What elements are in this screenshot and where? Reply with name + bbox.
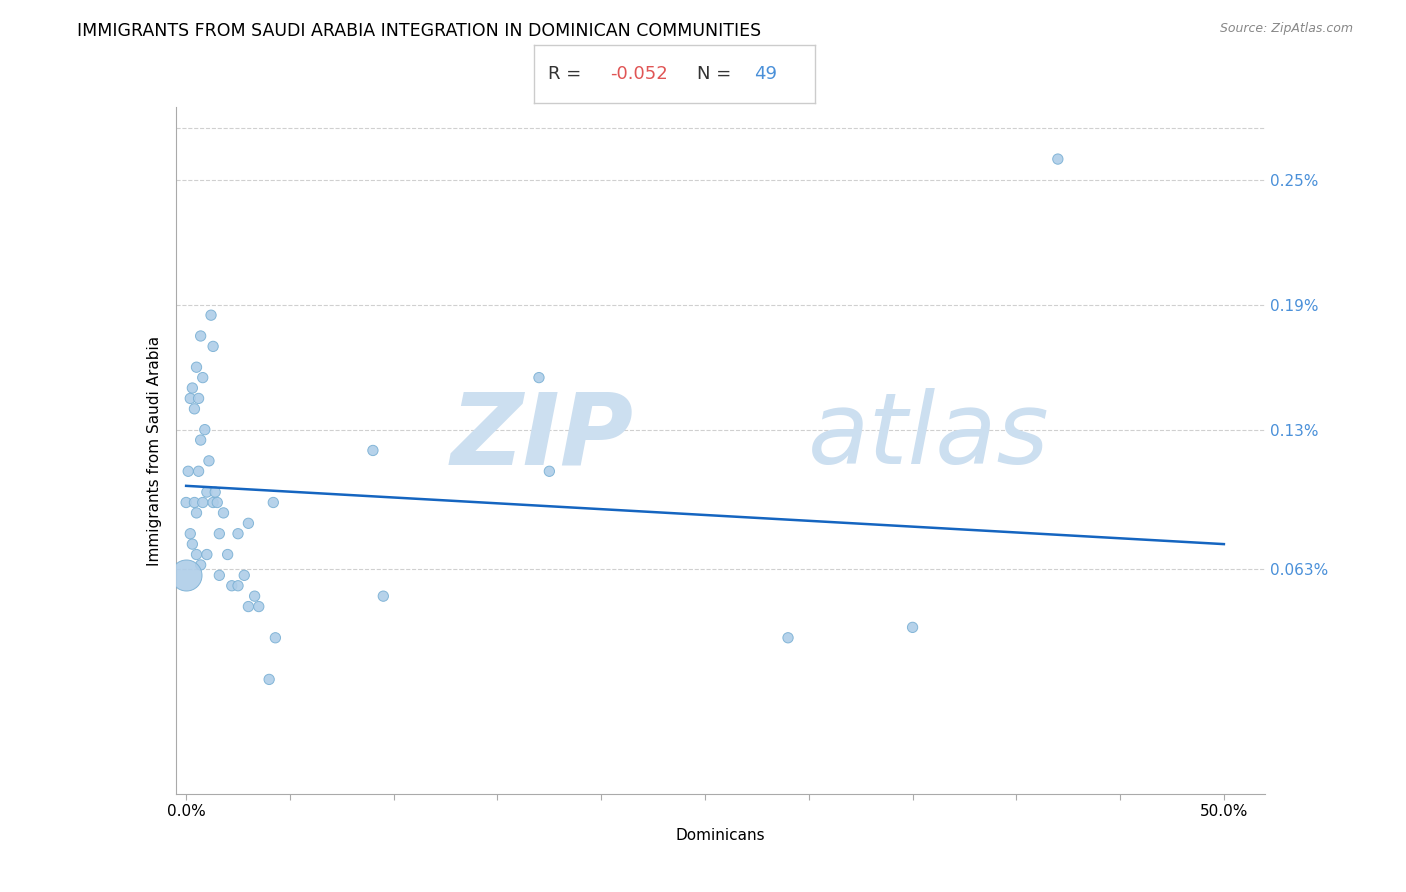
Point [174, 568, 197, 582]
Text: N =: N = [697, 64, 737, 83]
Point [179, 392, 201, 406]
Point [264, 631, 287, 645]
Point [257, 673, 280, 687]
Point [191, 370, 214, 384]
Point [217, 548, 239, 562]
Point [181, 537, 204, 551]
Point [187, 464, 209, 478]
Point [527, 370, 550, 384]
Point [190, 558, 212, 572]
Text: R =: R = [548, 64, 588, 83]
Point [183, 401, 205, 416]
Point [190, 433, 212, 447]
Point [262, 495, 284, 509]
Point [187, 392, 209, 406]
Point [361, 443, 384, 458]
Text: Source: ZipAtlas.com: Source: ZipAtlas.com [1219, 22, 1353, 36]
Text: IMMIGRANTS FROM SAUDI ARABIA INTEGRATION IN DOMINICAN COMMUNITIES: IMMIGRANTS FROM SAUDI ARABIA INTEGRATION… [77, 22, 762, 40]
Point [212, 506, 235, 520]
Point [177, 464, 200, 478]
Point [195, 485, 218, 500]
Point [1046, 152, 1069, 166]
Text: atlas: atlas [807, 388, 1049, 485]
Point [208, 568, 231, 582]
Point [174, 495, 197, 509]
Point [194, 423, 217, 437]
Text: ZIP: ZIP [450, 388, 633, 485]
Point [186, 506, 208, 520]
Point [221, 579, 243, 593]
Point [195, 548, 218, 562]
Point [200, 308, 222, 322]
Point [208, 526, 231, 541]
Point [179, 526, 201, 541]
Point [238, 516, 260, 531]
Point [207, 495, 229, 509]
Point [191, 495, 214, 509]
Point [183, 495, 205, 509]
Point [538, 464, 561, 478]
Point [198, 454, 221, 468]
Point [776, 631, 799, 645]
Point [901, 620, 924, 634]
Y-axis label: Immigrants from Saudi Arabia: Immigrants from Saudi Arabia [146, 335, 162, 566]
Point [226, 579, 249, 593]
Point [247, 599, 270, 614]
Point [238, 599, 260, 614]
Text: 49: 49 [754, 64, 776, 83]
Point [186, 360, 208, 375]
Point [202, 495, 225, 509]
Point [243, 589, 266, 603]
X-axis label: Dominicans: Dominicans [676, 828, 765, 843]
Point [190, 329, 212, 343]
Point [233, 568, 256, 582]
Text: -0.052: -0.052 [610, 64, 668, 83]
Point [226, 526, 249, 541]
Point [204, 485, 226, 500]
Point [186, 548, 208, 562]
Point [373, 589, 395, 603]
Point [181, 381, 204, 395]
Point [202, 339, 225, 353]
